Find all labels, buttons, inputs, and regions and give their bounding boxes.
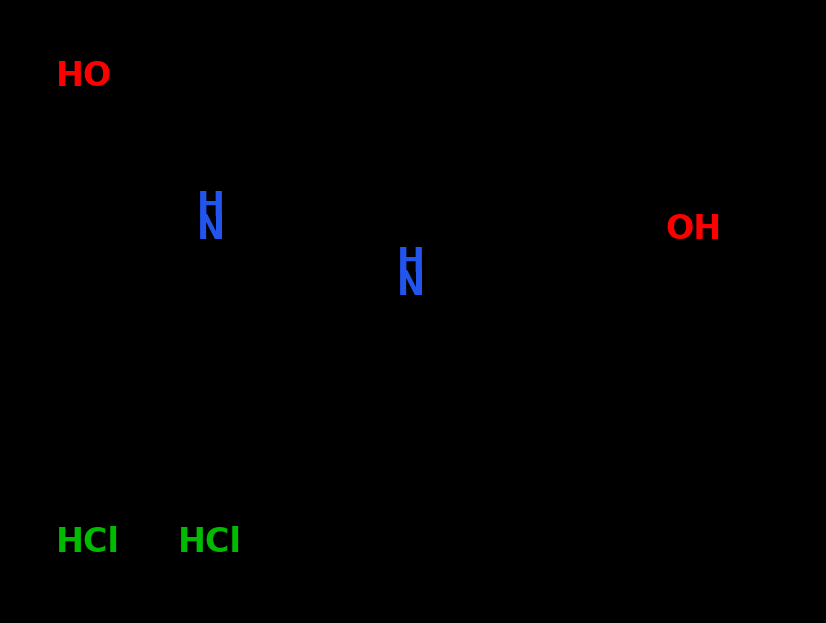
Text: N: N xyxy=(197,213,225,245)
Text: HO: HO xyxy=(56,60,112,92)
Text: HCl: HCl xyxy=(56,526,120,558)
Text: OH: OH xyxy=(665,213,721,245)
Text: H: H xyxy=(396,247,425,279)
Text: HCl: HCl xyxy=(178,526,241,558)
Text: N: N xyxy=(396,269,425,302)
Text: H: H xyxy=(197,191,225,223)
